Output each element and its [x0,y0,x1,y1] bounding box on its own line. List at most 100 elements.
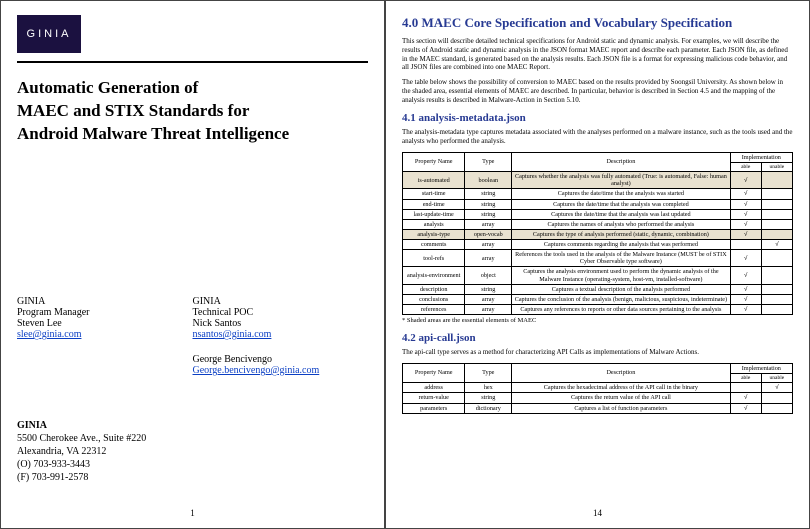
title-line-3: Android Malware Threat Intelligence [17,123,368,146]
table-row: analysis-typeopen-vocabCaptures the type… [403,229,793,239]
td-able: √ [730,199,761,209]
contact-org: GINIA [17,296,193,307]
td-description: Captures any references to reports or ot… [512,304,730,314]
title-top-rule [17,61,368,63]
table-row: start-timestringCaptures the date/time t… [403,189,793,199]
td-description: Captures the date/time that the analysis… [512,189,730,199]
th-property-name: Property Name [403,363,465,382]
td-type: array [465,304,512,314]
contact-tech-poc-2: George Bencivengo George.bencivengo@gini… [193,354,369,376]
td-description: Captures the return value of the API cal… [512,393,730,403]
para-4-0-b: The table below shows the possibility of… [402,78,793,104]
td-able: √ [730,209,761,219]
td-able: √ [730,189,761,199]
th-impl-able: able [730,373,761,382]
para-4-2: The api-call type serves as a method for… [402,348,793,357]
td-type: array [465,250,512,267]
th-impl-able: able [730,162,761,171]
table-row: referencesarrayCaptures any references t… [403,304,793,314]
td-unable [761,209,792,219]
td-unable [761,294,792,304]
td-type: open-vocab [465,229,512,239]
td-type: array [465,294,512,304]
td-unable [761,229,792,239]
td-able: √ [730,393,761,403]
td-type: object [465,267,512,284]
td-description: Captures the date/time that the analysis… [512,209,730,219]
td-able: √ [730,229,761,239]
company-address: GINIA 5500 Cherokee Ave., Suite #220 Ale… [17,419,146,484]
td-property-name: analysts [403,219,465,229]
th-property-name: Property Name [403,152,465,171]
page-number: 1 [1,508,384,518]
contact-tech-poc: GINIA Technical POC Nick Santos nsantos@… [193,296,369,340]
td-property-name: description [403,284,465,294]
th-type: Type [465,152,512,171]
table-api-call: Property Name Type Description Implement… [402,363,793,414]
table-row: commentsarrayCaptures comments regarding… [403,240,793,250]
th-description: Description [512,363,730,382]
td-able: √ [730,250,761,267]
td-able: √ [730,219,761,229]
th-implementation: Implementation [730,152,792,162]
td-type: array [465,219,512,229]
table-row: return-valuestringCaptures the return va… [403,393,793,403]
td-type: hex [465,383,512,393]
table-row: tool-refsarrayReferences the tools used … [403,250,793,267]
td-able: √ [730,403,761,413]
td-description: Captures the type of analysis performed … [512,229,730,239]
td-able: √ [730,267,761,284]
title-line-2: MAEC and STIX Standards for [17,100,368,123]
td-property-name: conclusions [403,294,465,304]
td-unable [761,403,792,413]
contact-name: George Bencivengo [193,354,369,365]
table-row: last-update-timestringCaptures the date/… [403,209,793,219]
contacts-block: GINIA Program Manager Steven Lee slee@gi… [17,296,368,390]
table-analysis-metadata: Property Name Type Description Implement… [402,152,793,315]
td-property-name: analysis-type [403,229,465,239]
td-description: Captures a textual description of the an… [512,284,730,294]
td-property-name: tool-refs [403,250,465,267]
td-able: √ [730,304,761,314]
td-unable: √ [761,383,792,393]
contact-name: Nick Santos [193,318,369,329]
table-header: Property Name Type Description Implement… [403,363,793,382]
td-description: Captures the hexadecimal address of the … [512,383,730,393]
para-4-1: The analysis-metadata type captures meta… [402,128,793,146]
td-unable [761,172,792,189]
contact-role: Program Manager [17,307,193,318]
contact-email-link[interactable]: slee@ginia.com [17,329,81,340]
addr-citystate: Alexandria, VA 22312 [17,445,146,458]
contact-pm: GINIA Program Manager Steven Lee slee@gi… [17,296,193,340]
td-description: References the tools used in the analysi… [512,250,730,267]
th-impl-unable: unable [761,373,792,382]
td-unable [761,199,792,209]
contacts-right-col: GINIA Technical POC Nick Santos nsantos@… [193,296,369,390]
td-property-name: last-update-time [403,209,465,219]
td-able: √ [730,294,761,304]
table-header: Property Name Type Description Implement… [403,152,793,171]
heading-4-0: 4.0 MAEC Core Specification and Vocabula… [402,15,793,31]
para-4-0-a: This section will describe detailed tech… [402,37,793,72]
table-row: end-timestringCaptures the date/time tha… [403,199,793,209]
addr-org: GINIA [17,419,146,432]
table-row: analysis-environmentobjectCaptures the a… [403,267,793,284]
td-type: string [465,393,512,403]
td-unable [761,393,792,403]
td-type: boolean [465,172,512,189]
contact-email-link[interactable]: nsantos@ginia.com [193,329,272,340]
contact-role: Technical POC [193,307,369,318]
td-property-name: references [403,304,465,314]
td-property-name: parameters [403,403,465,413]
heading-4-1: 4.1 analysis-metadata.json [402,112,793,124]
doc-title: Automatic Generation of MAEC and STIX St… [17,77,368,146]
page-number: 14 [386,508,809,518]
contact-email-link[interactable]: George.bencivengo@ginia.com [193,365,320,376]
page-cover: GINIA Automatic Generation of MAEC and S… [0,0,385,529]
td-unable [761,219,792,229]
td-unable [761,284,792,294]
td-type: array [465,240,512,250]
heading-4-2: 4.2 api-call.json [402,332,793,344]
contacts-left-col: GINIA Program Manager Steven Lee slee@gi… [17,296,193,390]
td-unable [761,304,792,314]
